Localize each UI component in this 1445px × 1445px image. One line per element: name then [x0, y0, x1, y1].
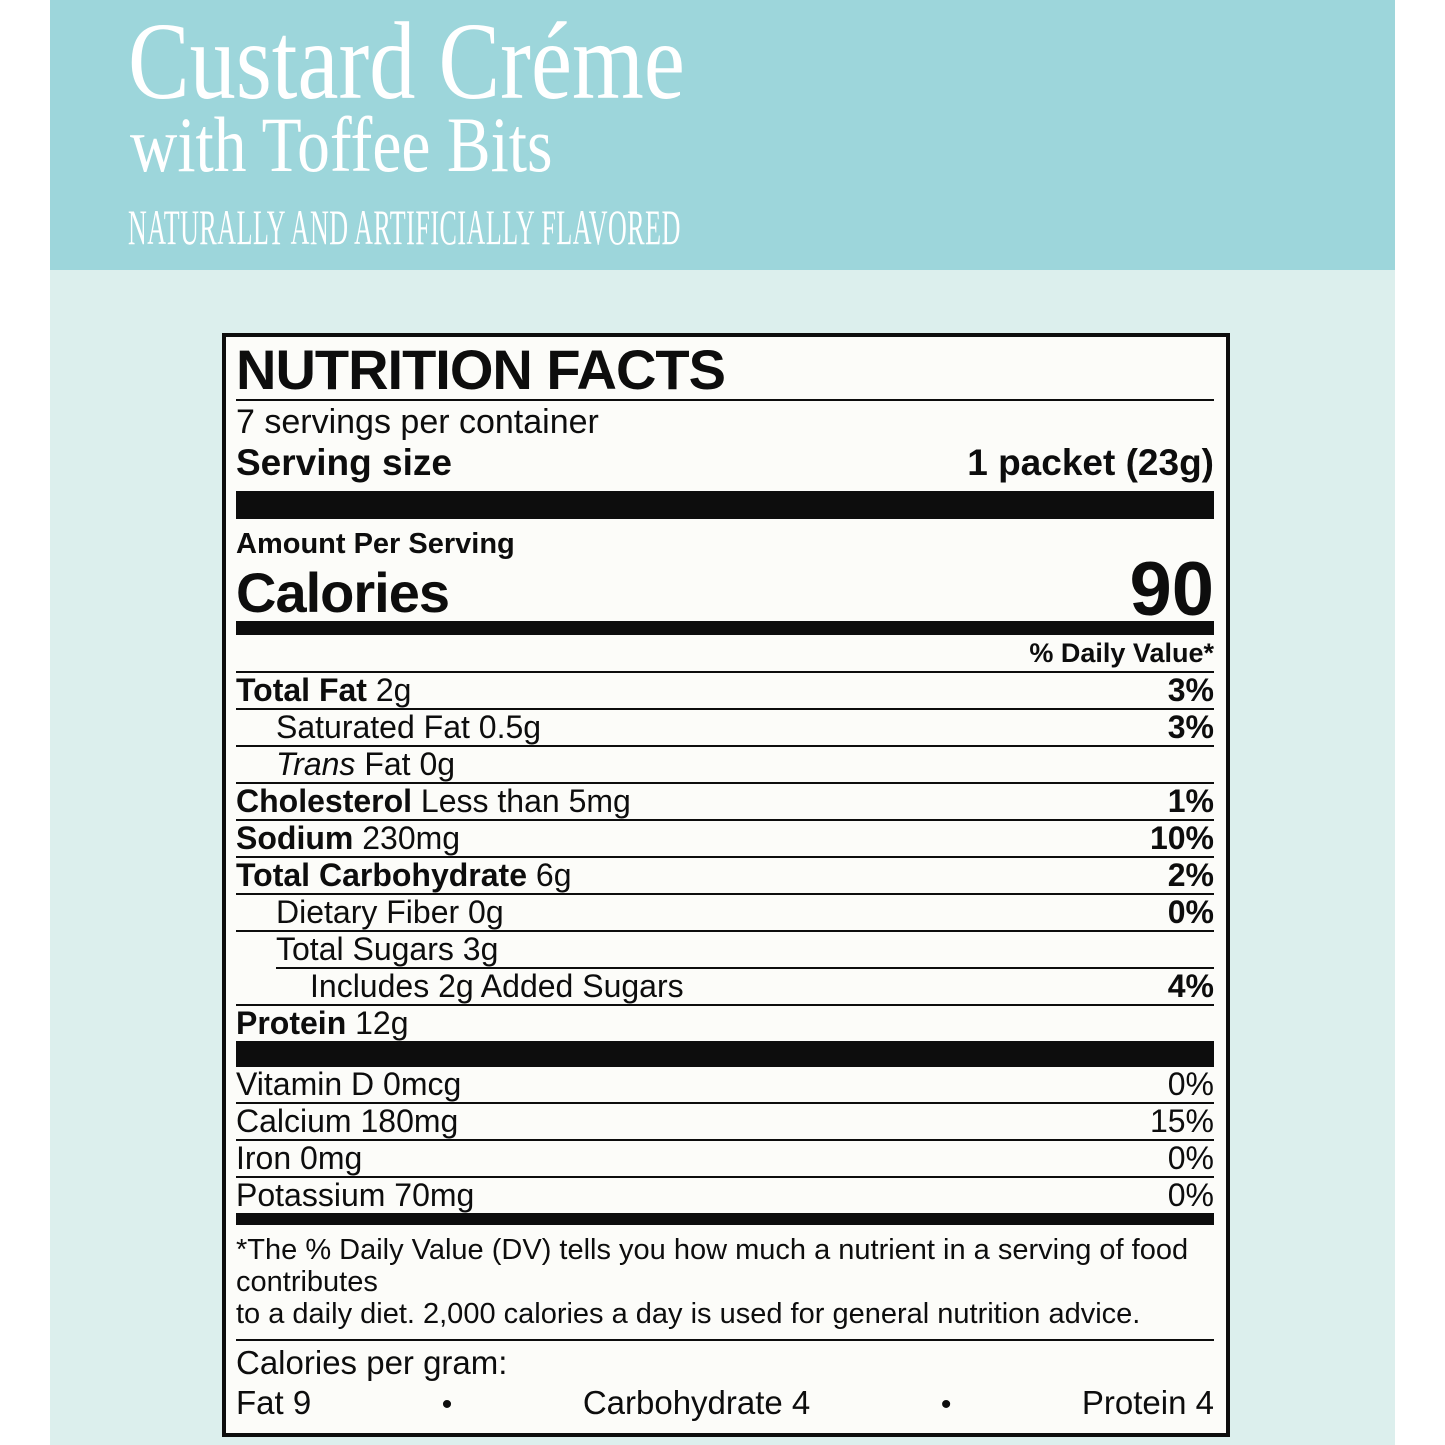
nutrient-row-trans-fat: Trans Fat 0g [236, 747, 1214, 784]
nutrient-pct: 10% [1149, 820, 1214, 856]
calories-row: Calories 90 [236, 547, 1214, 632]
nutrient-pct: 3% [1167, 672, 1214, 708]
nutrient-pct: 0% [1167, 894, 1214, 930]
medium-divider [236, 1213, 1214, 1225]
nutrient-row-added-sugars: Includes 2g Added Sugars 4% [236, 969, 1214, 1006]
nutrient-row-total-sugars: Total Sugars 3g [276, 931, 499, 967]
bullet-separator: • [940, 1388, 952, 1421]
medium-divider [236, 621, 1214, 635]
bullet-separator: • [441, 1388, 453, 1421]
vitamin-row-vitamin-d: Vitamin D 0mcg 0% [236, 1066, 1214, 1104]
footnote-line-1: *The % Daily Value (DV) tells you how mu… [236, 1234, 1189, 1298]
product-subtitle: with Toffee Bits [130, 101, 553, 188]
vitamin-pct: 0% [1167, 1066, 1214, 1102]
footnote-line-2: to a daily diet. 2,000 calories a day is… [236, 1298, 1141, 1330]
nutrient-row-cholesterol: Cholesterol Less than 5mg 1% [236, 783, 1214, 821]
cpg-carbohydrate: Carbohydrate 4 [582, 1384, 811, 1421]
nutrient-pct: 1% [1167, 783, 1214, 819]
nutrient-pct: 4% [1167, 968, 1214, 1004]
serving-size-value: 1 packet (23g) [967, 442, 1214, 483]
calories-value: 90 [1129, 547, 1214, 632]
daily-value-header: % Daily Value* [236, 635, 1214, 673]
header-band: Custard Créme with Toffee Bits NATURALLY… [50, 0, 1395, 270]
vitamin-row-potassium: Potassium 70mg 0% [236, 1177, 1214, 1213]
flavor-tagline: NATURALLY AND ARTIFICIALLY FLAVORED [128, 199, 681, 255]
vitamin-row-iron: Iron 0mg 0% [236, 1140, 1214, 1178]
vitamin-pct: 15% [1149, 1103, 1214, 1139]
divider [236, 399, 1214, 401]
serving-size-row: Serving size 1 packet (23g) [236, 443, 1214, 491]
nutrient-row-total-fat: Total Fat 2g 3% [236, 672, 1214, 710]
calories-per-gram-label: Calories per gram: [236, 1344, 508, 1381]
nutrition-facts-label: NUTRITION FACTS 7 servings per container… [222, 333, 1230, 1437]
nutrient-row-dietary-fiber: Dietary Fiber 0g 0% [236, 895, 1214, 932]
calories-per-gram-row: Fat 9 • Carbohydrate 4 • Protein 4 [236, 1385, 1214, 1433]
nutrient-row-saturated-fat: Saturated Fat 0.5g 3% [236, 710, 1214, 747]
thick-divider [236, 1041, 1214, 1067]
amount-per-serving-label: Amount Per Serving [236, 528, 515, 560]
serving-size-label: Serving size [236, 442, 452, 483]
cpg-protein: Protein 4 [1081, 1384, 1214, 1421]
indented-divider [276, 967, 1214, 969]
divider [236, 1339, 1214, 1341]
vitamin-row-calcium: Calcium 180mg 15% [236, 1103, 1214, 1141]
nutrition-facts-title: NUTRITION FACTS [236, 338, 726, 401]
nutrient-row-total-carbohydrate: Total Carbohydrate 6g 2% [236, 857, 1214, 895]
nutrient-row-protein: Protein 12g [236, 1005, 409, 1041]
cpg-fat: Fat 9 [236, 1384, 312, 1421]
nutrient-pct: 3% [1167, 709, 1214, 745]
nutrient-pct: 2% [1167, 857, 1214, 893]
daily-value-footnote: *The % Daily Value (DV) tells you how mu… [236, 1225, 1214, 1339]
thick-divider [236, 491, 1214, 519]
calories-label: Calories [236, 561, 450, 624]
product-title: Custard Créme [128, 0, 685, 122]
vitamin-pct: 0% [1167, 1140, 1214, 1176]
servings-per-container: 7 servings per container [236, 403, 599, 441]
vitamin-pct: 0% [1167, 1177, 1214, 1213]
nutrient-row-sodium: Sodium 230mg 10% [236, 820, 1214, 858]
